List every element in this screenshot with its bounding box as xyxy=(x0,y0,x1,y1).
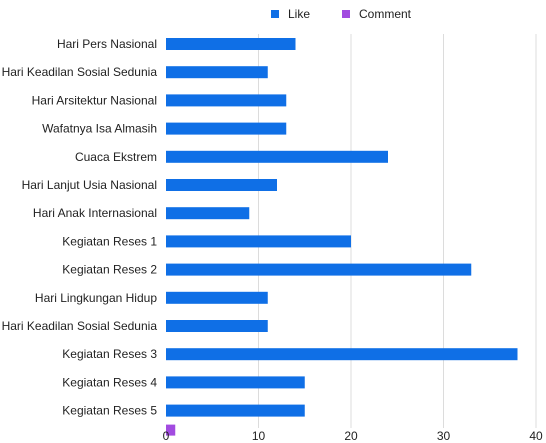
bar-like xyxy=(166,235,351,248)
category-label: Wafatnya Isa Almasih xyxy=(42,122,157,136)
category-label: Hari Anak Internasional xyxy=(33,206,157,220)
category-label: Hari Arsitektur Nasional xyxy=(32,93,157,107)
category-label: Hari Keadilan Sosial Sedunia xyxy=(2,319,158,333)
category-label: Kegiatan Reses 4 xyxy=(62,375,157,389)
category-label: Kegiatan Reses 5 xyxy=(62,404,157,418)
category-labels: Hari Pers Nasional Hari Keadilan Sosial S… xyxy=(2,37,158,418)
bar-like xyxy=(166,38,296,50)
bar-like xyxy=(166,263,472,276)
bar-like xyxy=(166,179,277,191)
bar-like xyxy=(166,348,518,361)
x-tick-label: 0 xyxy=(163,429,170,443)
x-tick-label: 10 xyxy=(252,429,266,443)
category-label: Hari Lanjut Usia Nasional xyxy=(22,178,157,192)
category-label: Kegiatan Reses 3 xyxy=(62,347,157,361)
legend-label: Like xyxy=(288,7,310,21)
legend-label: Comment xyxy=(359,7,412,21)
x-axis-ticks: 0 10 20 30 40 xyxy=(163,429,543,443)
category-label: Hari Lingkungan Hidup xyxy=(35,291,157,305)
category-label: Hari Keadilan Sosial Sedunia xyxy=(2,65,158,79)
bar-like xyxy=(166,66,268,79)
legend-swatch xyxy=(342,10,350,18)
bar-like xyxy=(166,404,305,417)
bar-like xyxy=(166,150,388,163)
bar-like xyxy=(166,122,287,135)
category-label: Kegiatan Reses 2 xyxy=(62,263,157,277)
x-tick-label: 20 xyxy=(344,429,358,443)
bar-like xyxy=(166,320,268,332)
category-label: Kegiatan Reses 1 xyxy=(62,234,157,248)
legend: Like Comment xyxy=(271,7,412,21)
bar-like xyxy=(166,376,305,389)
category-label: Cuaca Ekstrem xyxy=(75,150,157,164)
bar-comment xyxy=(166,424,176,436)
bar-like xyxy=(166,94,287,107)
legend-swatch xyxy=(271,10,279,18)
x-tick-label: 30 xyxy=(437,429,451,443)
gridlines xyxy=(258,34,537,428)
bars xyxy=(166,38,518,436)
bar-like xyxy=(166,207,250,220)
category-label: Hari Pers Nasional xyxy=(57,37,157,51)
x-tick-label: 40 xyxy=(529,429,543,443)
bar-like xyxy=(166,291,268,304)
